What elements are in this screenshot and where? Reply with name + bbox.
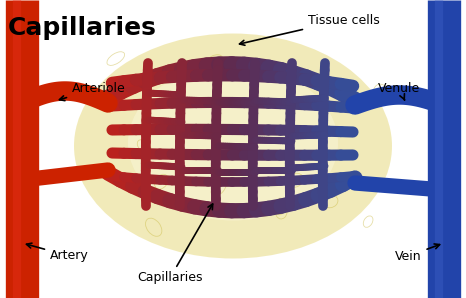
Text: Vein: Vein bbox=[395, 244, 439, 263]
Text: Venule: Venule bbox=[378, 81, 420, 100]
Text: Arteriole: Arteriole bbox=[60, 81, 126, 101]
Text: Capillaries: Capillaries bbox=[8, 16, 157, 40]
Text: Capillaries: Capillaries bbox=[137, 204, 212, 285]
Ellipse shape bbox=[128, 66, 338, 221]
Text: Artery: Artery bbox=[27, 243, 89, 263]
Ellipse shape bbox=[74, 33, 392, 258]
Text: Tissue cells: Tissue cells bbox=[240, 13, 380, 45]
